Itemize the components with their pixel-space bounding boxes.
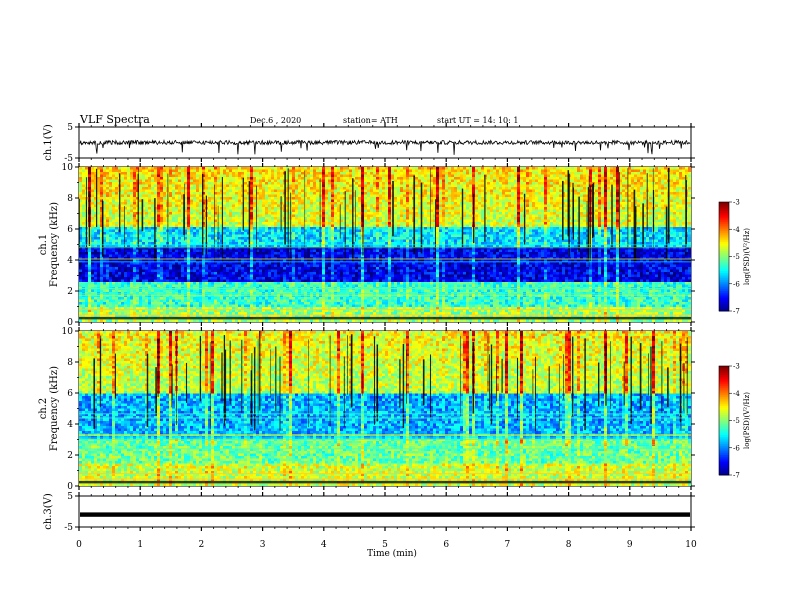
colorbar-tick-label: -7 xyxy=(733,308,740,316)
colorbar-tick-label: -3 xyxy=(733,199,740,207)
x-tick-label: 4 xyxy=(321,540,327,550)
y-tick-label: 10 xyxy=(62,327,74,337)
y-tick-label: 2 xyxy=(67,287,73,297)
ch1-spectrogram xyxy=(79,167,691,322)
panel-frame xyxy=(78,495,692,528)
figure-title: VLF Spectra xyxy=(79,113,150,126)
y-axis-label: ch.1(V) xyxy=(43,124,54,161)
y-tick-label: 0 xyxy=(67,482,73,492)
x-tick-label: 6 xyxy=(443,540,449,550)
ch1-colorbar: -3 -4 -5 -6 -7 log(PSD)(V²/Hz) xyxy=(718,199,751,316)
x-tick-label: 9 xyxy=(627,540,633,550)
y-tick-label: 6 xyxy=(67,225,73,235)
y-tick-label: 8 xyxy=(67,194,73,204)
y-tick-label: 0 xyxy=(67,318,73,328)
x-tick-label: 5 xyxy=(382,540,388,550)
colorbar-label: log(PSD)(V²/Hz) xyxy=(743,228,751,285)
start-time-label: start UT = 14: 10: 1 xyxy=(437,116,518,125)
y-axis-label: ch.3(V) xyxy=(43,493,54,530)
x-axis-label: Time (min) xyxy=(367,548,417,559)
x-tick-label: 7 xyxy=(505,540,511,550)
y-axis-label: ch.1 xyxy=(38,234,49,256)
y-tick-label: -5 xyxy=(64,523,73,533)
x-tick-label: 2 xyxy=(199,540,205,550)
y-tick-label: 5 xyxy=(67,492,73,502)
x-tick-label: 3 xyxy=(260,540,266,550)
colorbar-tick-label: -5 xyxy=(733,253,740,261)
y-tick-label: 10 xyxy=(62,163,74,173)
station-label: station= ATH xyxy=(343,116,398,125)
y-axis-label: ch.2 xyxy=(38,398,49,420)
colorbar-tick-label: -7 xyxy=(733,472,740,480)
colorbar-tick-label: -6 xyxy=(733,280,740,288)
date-label: Dec.6 , 2020 xyxy=(250,116,301,125)
x-tick-label: 0 xyxy=(76,540,82,550)
y-tick-label: 4 xyxy=(67,256,73,266)
x-tick-label: 1 xyxy=(137,540,143,550)
colorbar-tick-label: -5 xyxy=(733,417,740,425)
y-tick-label: 6 xyxy=(67,389,73,399)
ch2-colorbar: -3 -4 -5 -6 -7 log(PSD)(V²/Hz) xyxy=(718,363,751,480)
y-axis-label: Frequency (kHz) xyxy=(49,366,60,451)
y-tick-label: 5 xyxy=(67,123,73,133)
y-tick-label: -5 xyxy=(64,154,73,164)
ch2-spectrogram xyxy=(79,331,691,486)
colorbar-tick-label: -4 xyxy=(733,390,740,398)
ch3-waveform xyxy=(80,512,690,517)
y-axis-label: Frequency (kHz) xyxy=(49,202,60,287)
x-tick-label: 10 xyxy=(685,540,697,550)
x-tick-label: 8 xyxy=(566,540,572,550)
y-tick-label: 2 xyxy=(67,451,73,461)
colorbar-tick-label: -3 xyxy=(733,363,740,371)
colorbar-tick-label: -4 xyxy=(733,226,740,234)
y-tick-label: 8 xyxy=(67,358,73,368)
colorbar-tick-label: -6 xyxy=(733,444,740,452)
y-tick-label: 4 xyxy=(67,420,73,430)
ch1-waveform xyxy=(79,139,691,155)
colorbar-label: log(PSD)(V²/Hz) xyxy=(743,392,751,449)
